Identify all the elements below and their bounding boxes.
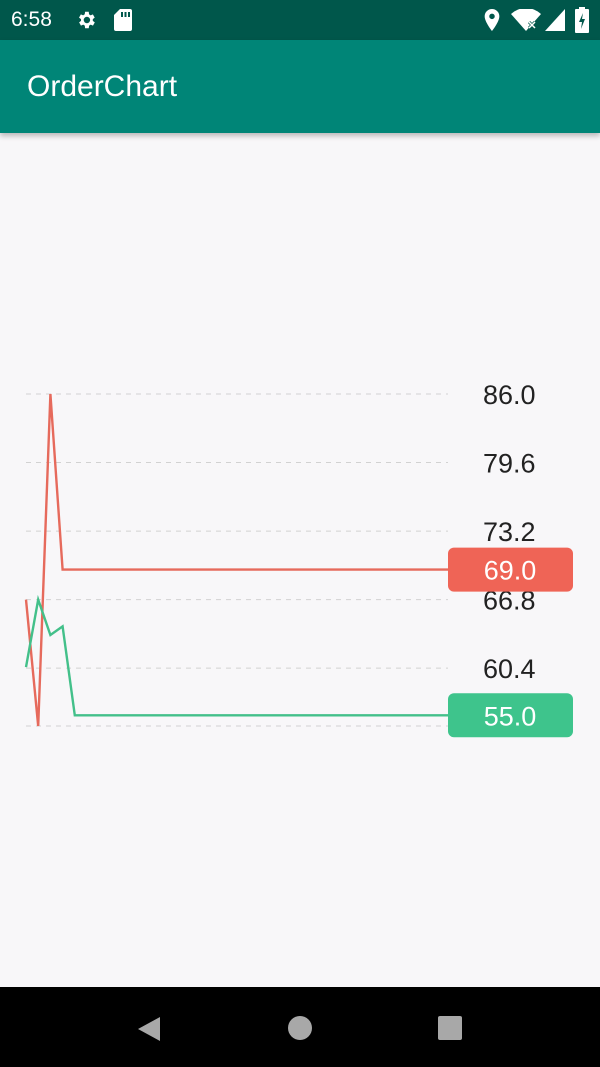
- recents-icon[interactable]: [437, 1015, 463, 1041]
- back-icon[interactable]: [136, 1015, 162, 1043]
- last-value-badge-0: [448, 547, 573, 592]
- signal-icon: [545, 9, 565, 31]
- gear-icon: [79, 11, 95, 29]
- sd-card-icon: [114, 9, 132, 31]
- home-icon[interactable]: [287, 1015, 313, 1041]
- series-line-0: [24, 393, 453, 727]
- y-tick-label: 60.4: [483, 654, 536, 684]
- last-value-label-1: 55.0: [484, 701, 537, 731]
- navigation-bar: [0, 987, 600, 1067]
- y-tick-label: 79.6: [483, 449, 536, 479]
- chart-svg: 86.079.673.266.860.469.055.0: [24, 380, 573, 738]
- last-value-badge-1: [448, 693, 573, 738]
- app-title: OrderChart: [27, 70, 178, 103]
- y-tick-label: 73.2: [483, 517, 536, 547]
- series-line-1: [24, 594, 453, 717]
- last-value-label-0: 69.0: [484, 556, 537, 586]
- wifi-icon: [511, 9, 541, 31]
- location-icon: [484, 9, 500, 31]
- app-bar: OrderChart: [0, 40, 600, 133]
- battery-icon: [575, 7, 589, 33]
- status-time: 6:58: [11, 8, 52, 31]
- line-chart: 86.0 79.6 73.2 66.8 60.4 69.0 55.0: [0, 133, 600, 987]
- y-tick-label: 86.0: [483, 380, 536, 410]
- status-bar: 6:58: [0, 0, 600, 40]
